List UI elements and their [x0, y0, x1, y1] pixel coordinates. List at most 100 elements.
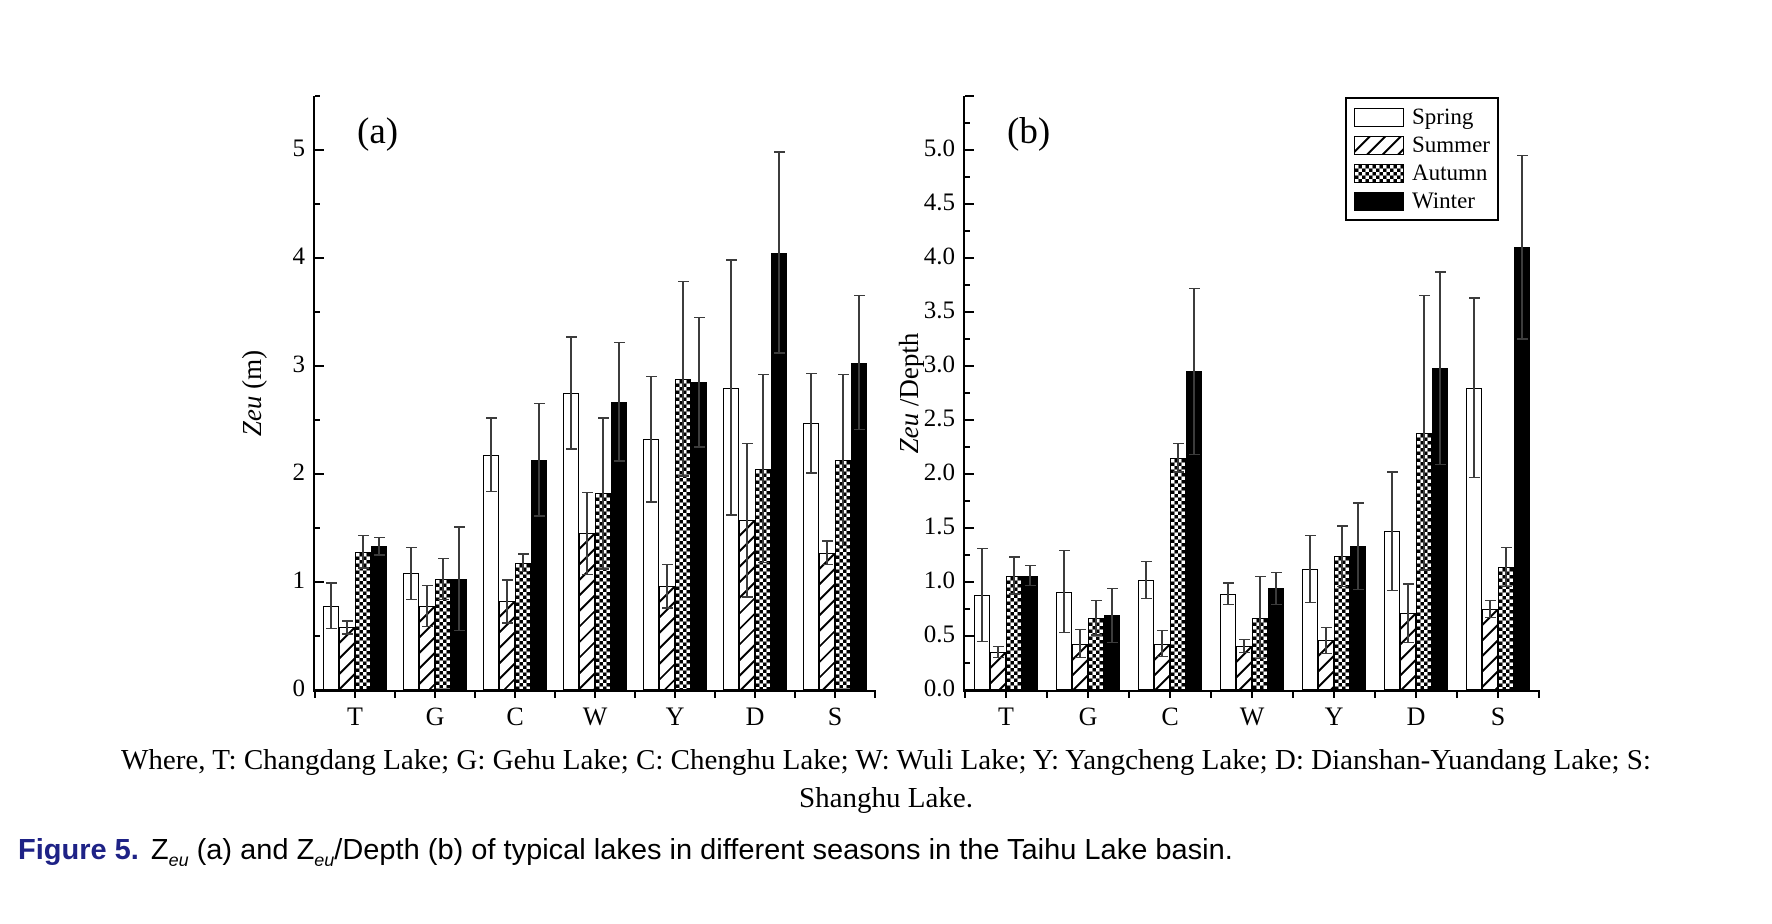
y-major-tick	[965, 203, 974, 205]
bar-winter-T	[1022, 575, 1038, 690]
x-boundary-tick	[1292, 690, 1294, 698]
x-boundary-tick	[394, 690, 396, 698]
bar-summer-C	[1154, 643, 1170, 690]
error-bar-line	[570, 336, 572, 450]
bar-summer-G	[1072, 643, 1088, 690]
x-boundary-tick	[314, 690, 316, 698]
error-bar-cap-bottom	[565, 448, 577, 450]
y-tick-label: 0.5	[923, 621, 955, 648]
bar-autumn-T	[355, 551, 371, 690]
x-center-tick	[834, 690, 836, 698]
error-bar-cap-top	[1024, 565, 1036, 567]
error-bar-cap-top	[485, 417, 497, 419]
error-bar-cap-bottom	[976, 640, 988, 643]
x-category-label-T: T	[998, 702, 1014, 731]
error-bar-cap-bottom	[1468, 476, 1480, 478]
x-center-tick	[1415, 690, 1417, 698]
error-bar-cap-bottom	[1270, 603, 1282, 606]
x-category-label-G: G	[425, 702, 445, 731]
bar-autumn-D	[755, 468, 771, 690]
error-bar-cap-top	[581, 491, 593, 494]
error-bar-cap-top	[853, 295, 865, 297]
y-major-tick	[315, 149, 324, 151]
y-tick-label: 4.5	[923, 189, 955, 216]
error-bar-cap-top	[757, 373, 769, 376]
error-bar-cap-bottom	[325, 627, 337, 630]
y-tick-label: 2.0	[923, 459, 955, 486]
error-bar-cap-bottom	[357, 567, 369, 569]
error-bar-cap-top	[773, 151, 785, 153]
error-bar-cap-top	[1336, 525, 1348, 527]
error-bar-cap-bottom	[757, 561, 769, 564]
error-bar-line	[1309, 535, 1311, 603]
error-bar-cap-top	[1352, 502, 1364, 504]
y-minor-tick	[965, 338, 970, 340]
legend-swatch-autumn	[1354, 163, 1404, 183]
error-bar-cap-top	[645, 376, 657, 378]
error-bar-cap-top	[1106, 587, 1118, 590]
error-bar-line	[1079, 629, 1081, 658]
chart-b-y-axis-label-italic: Zeu	[894, 412, 924, 454]
bar-summer-S	[819, 552, 835, 690]
y-major-tick	[965, 473, 974, 475]
y-major-tick	[965, 689, 974, 691]
error-bar-line	[1341, 525, 1343, 587]
error-bar-cap-top	[1402, 583, 1414, 585]
error-bar-cap-bottom	[805, 472, 817, 474]
y-major-tick	[315, 365, 324, 367]
error-bar-cap-bottom	[1352, 588, 1364, 591]
error-bar-line	[1439, 272, 1441, 465]
legend-item-summer: Summer	[1354, 131, 1490, 159]
y-minor-tick	[315, 419, 320, 421]
bar-autumn-S	[1498, 566, 1514, 690]
bar-winter-T	[371, 546, 387, 690]
x-boundary-tick	[554, 690, 556, 698]
chart-a-plot: (a) 0 1 2 3 4 5 T G C W Y D S	[293, 95, 876, 731]
error-bar-cap-top	[693, 316, 705, 319]
error-bar-line	[762, 374, 764, 563]
error-bar-cap-bottom	[613, 460, 625, 462]
error-bar-cap-bottom	[1106, 641, 1118, 644]
y-minor-tick	[315, 311, 320, 313]
bar-summer-W	[1236, 645, 1252, 690]
x-center-tick	[514, 690, 516, 698]
y-tick-label: 5.0	[923, 135, 955, 162]
y-tick-label: 1.5	[923, 513, 955, 540]
legend-swatch-summer	[1354, 135, 1404, 155]
error-bar-line	[586, 492, 588, 575]
y-major-tick	[965, 311, 974, 313]
error-bar-cap-top	[421, 584, 433, 586]
error-bar-cap-top	[976, 547, 988, 550]
bar-autumn-G	[1088, 617, 1104, 690]
x-center-tick	[354, 690, 356, 698]
error-bar-cap-bottom	[501, 622, 513, 624]
caption-seg-0: Z	[150, 834, 169, 866]
error-bar-cap-top	[597, 417, 609, 419]
y-minor-tick	[965, 122, 970, 124]
error-bar-line	[1177, 443, 1179, 472]
caption-sub-eu-1: eu	[168, 849, 189, 870]
error-bar-cap-top	[821, 540, 833, 542]
legend-item-spring: Spring	[1354, 103, 1490, 131]
error-bar-line	[746, 443, 748, 598]
error-bar-cap-top	[1222, 582, 1234, 584]
error-bar-line	[1521, 155, 1523, 339]
error-bar-cap-top	[1140, 560, 1152, 563]
bar-autumn-Y	[675, 378, 691, 690]
error-bar-cap-bottom	[1320, 652, 1332, 654]
error-bar-cap-top	[661, 564, 673, 566]
x-category-label-T: T	[347, 702, 363, 731]
bar-summer-T	[339, 627, 355, 690]
error-bar-cap-top	[1188, 287, 1200, 289]
error-bar-line	[981, 548, 983, 642]
y-major-tick	[965, 635, 974, 637]
figure-caption-number: Figure 5.	[18, 834, 139, 866]
legend-label-autumn: Autumn	[1412, 160, 1488, 185]
error-bar-cap-bottom	[581, 573, 593, 576]
x-category-label-S: S	[1490, 702, 1506, 731]
error-bar-cap-bottom	[1024, 584, 1036, 586]
legend-item-autumn: Autumn	[1354, 159, 1490, 187]
error-bar-line	[1161, 630, 1163, 657]
y-minor-tick	[965, 230, 970, 232]
error-bar-cap-top	[1058, 549, 1070, 552]
